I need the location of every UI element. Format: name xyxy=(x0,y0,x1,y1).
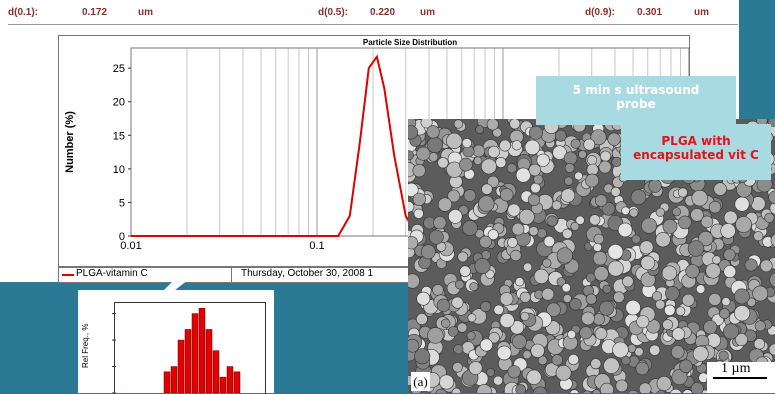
histogram-bar xyxy=(199,308,205,393)
probe-line-1: 5 min s ultrasound xyxy=(536,83,736,97)
x-tick-label: 0.01 xyxy=(120,240,141,252)
scale-bar-line xyxy=(713,377,767,379)
d09-unit: um xyxy=(694,7,709,18)
header-divider xyxy=(8,24,738,25)
plga-label: PLGA with encapsulated vit C xyxy=(621,124,771,180)
legend-divider xyxy=(231,268,232,282)
scale-bar-text: 1 µm xyxy=(721,361,750,377)
histogram-bar xyxy=(171,367,177,393)
sem-panel-label: (a) xyxy=(411,372,430,391)
histogram-bar xyxy=(227,367,233,393)
histogram-bar xyxy=(220,377,226,393)
d05-unit: um xyxy=(420,7,435,18)
histogram-bar xyxy=(206,329,212,393)
y-axis-label: Number (%) xyxy=(64,111,76,173)
y-tick-label: 25 xyxy=(113,63,125,75)
legend-series-name: PLGA-vitamin C xyxy=(76,268,148,279)
d05-label: d(0.5): xyxy=(318,7,348,18)
plga-line-1: PLGA with xyxy=(621,134,771,148)
histogram-bar xyxy=(213,351,219,393)
scale-bar: 1 µm xyxy=(707,362,775,393)
y-tick-label: 5 xyxy=(119,197,125,209)
histogram-bar xyxy=(192,314,198,393)
histogram-bar xyxy=(234,372,240,393)
d05-value: 0.220 xyxy=(370,7,395,18)
histogram-bar xyxy=(185,329,191,393)
histogram-bars xyxy=(78,290,274,393)
d01-value: 0.172 xyxy=(82,7,107,18)
d09-value: 0.301 xyxy=(637,7,662,18)
plga-line-2: encapsulated vit C xyxy=(621,148,771,162)
histogram-bar xyxy=(164,372,170,393)
chart-title: Particle Size Distribution xyxy=(363,38,457,47)
legend-date: Thursday, October 30, 2008 1 xyxy=(241,268,373,279)
histogram-panel: Rel Freq., % xyxy=(78,290,274,393)
legend-swatch xyxy=(62,274,74,276)
histogram-bar xyxy=(178,340,184,393)
y-tick-label: 10 xyxy=(113,164,125,176)
d01-unit: um xyxy=(138,7,153,18)
probe-line-2: probe xyxy=(536,97,736,111)
y-tick-label: 15 xyxy=(113,130,125,142)
x-tick-label: 0.1 xyxy=(309,240,324,252)
d09-label: d(0.9): xyxy=(585,7,615,18)
ultrasound-probe-label: 5 min s ultrasound probe xyxy=(536,76,736,125)
y-tick-label: 20 xyxy=(113,97,125,109)
d01-label: d(0.1): xyxy=(8,7,38,18)
